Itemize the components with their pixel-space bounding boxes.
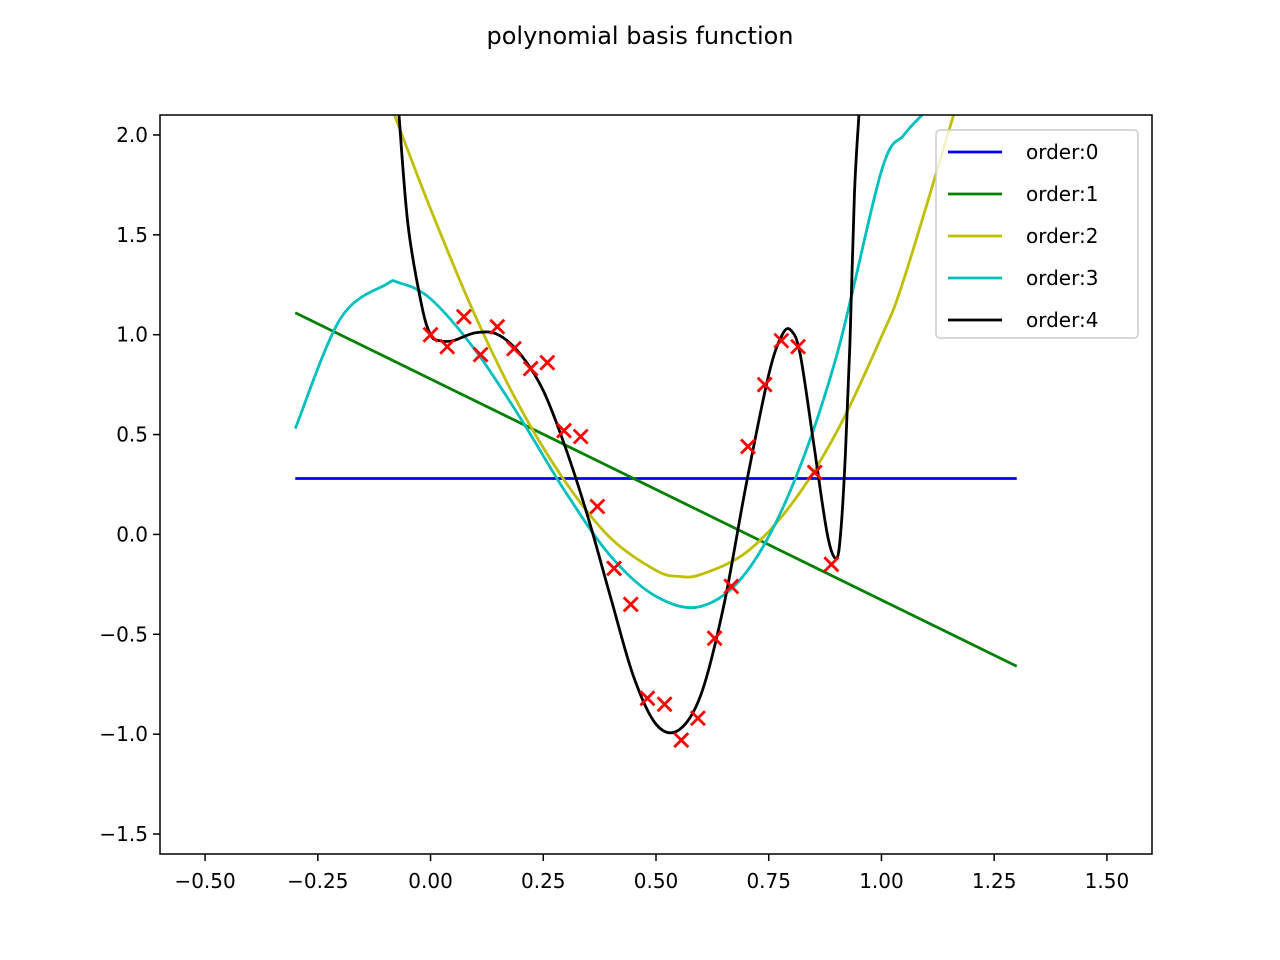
x-tick-label: 0.00: [408, 869, 453, 893]
y-tick-label: 0.0: [116, 522, 148, 546]
scatter-point: [505, 340, 522, 357]
x-tick-label: 0.75: [746, 869, 791, 893]
x-tick-label: 1.00: [859, 869, 904, 893]
y-tick-label: 0.5: [116, 423, 148, 447]
legend-label: order:3: [1026, 266, 1098, 290]
legend: order:0 order:1 order:2 order:3 order:4: [935, 129, 1139, 339]
x-tick-label: −0.25: [287, 869, 348, 893]
scatter-point: [606, 560, 623, 577]
scatter-point: [589, 498, 606, 515]
scatter-point: [572, 428, 589, 445]
scatter-point: [489, 318, 506, 335]
scatter-point: [673, 732, 690, 749]
scatter-point: [455, 308, 472, 325]
scatter-point: [522, 360, 539, 377]
legend-label: order:1: [1026, 182, 1098, 206]
x-tick-label: 0.25: [521, 869, 566, 893]
scatter-point: [622, 596, 639, 613]
y-tick-label: −1.5: [99, 822, 148, 846]
scatter-point: [639, 690, 656, 707]
plot-lines: [293, 115, 1018, 735]
legend-label: order:4: [1026, 308, 1098, 332]
scatter-point: [823, 556, 840, 573]
x-tick-label: −0.50: [174, 869, 235, 893]
scatter-point: [723, 578, 740, 595]
y-tick-label: 1.5: [116, 223, 148, 247]
scatter-point: [539, 354, 556, 371]
series-line-order-4: [397, 115, 861, 735]
scatter-point: [756, 376, 773, 393]
chart-title: polynomial basis function: [486, 22, 793, 50]
scatter-point: [556, 422, 573, 439]
scatter-point: [439, 338, 456, 355]
scatter-point: [706, 630, 723, 647]
series-line-order-1: [294, 311, 1018, 668]
series-line-order-2: [393, 115, 955, 579]
scatter-point: [806, 464, 823, 481]
scatter-point: [656, 696, 673, 713]
legend-label: order:2: [1026, 224, 1098, 248]
x-axis: −0.50 −0.25 0.00 0.25 0.50 0.75 1.00 1.25 1.50: [174, 854, 1129, 893]
plot-markers: [422, 308, 840, 749]
scatter-point: [739, 438, 756, 455]
y-tick-label: −1.0: [99, 722, 148, 746]
scatter-point: [472, 346, 489, 363]
y-tick-label: −0.5: [99, 622, 148, 646]
y-axis: −1.5 −1.0 −0.5 0.0 0.5 1.0 1.5 2.0: [99, 123, 160, 846]
scatter-point: [689, 710, 706, 727]
legend-box: [935, 129, 1139, 339]
scatter-point: [773, 332, 790, 349]
x-tick-label: 1.50: [1085, 869, 1130, 893]
x-tick-label: 1.25: [972, 869, 1017, 893]
scatter-point: [790, 338, 807, 355]
y-tick-label: 2.0: [116, 123, 148, 147]
x-tick-label: 0.50: [634, 869, 679, 893]
scatter-point: [422, 326, 439, 343]
y-tick-label: 1.0: [116, 323, 148, 347]
legend-label: order:0: [1026, 140, 1098, 164]
